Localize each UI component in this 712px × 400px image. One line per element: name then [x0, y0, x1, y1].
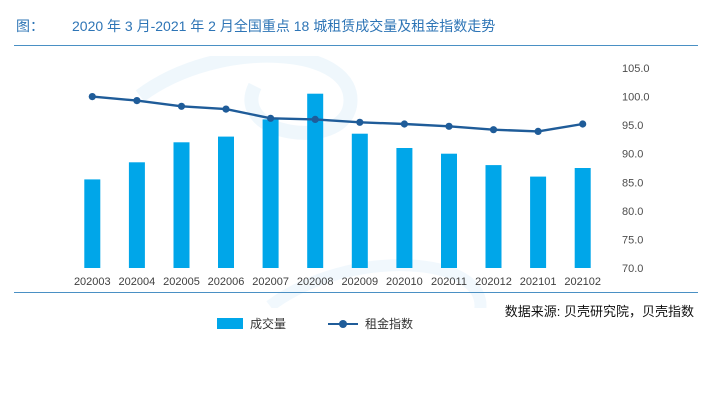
- x-tick-label: 202007: [252, 276, 289, 288]
- x-tick-label: 202011: [431, 276, 467, 288]
- x-tick-label: 202003: [74, 276, 111, 288]
- index-point: [222, 105, 230, 113]
- divider-bottom: [14, 292, 698, 293]
- legend-label-index: 租金指数: [365, 317, 414, 331]
- index-point: [445, 122, 453, 130]
- index-point: [579, 120, 587, 128]
- page-title: 图： 2020 年 3 月-2021 年 2 月全国重点 18 城租赁成交量及租…: [14, 10, 698, 36]
- y-tick-label: 95.0: [622, 120, 643, 132]
- x-tick-label: 202010: [386, 276, 423, 288]
- index-point: [311, 115, 319, 123]
- index-point: [534, 127, 542, 135]
- title-text: 2020 年 3 月-2021 年 2 月全国重点 18 城租赁成交量及租金指数…: [72, 18, 496, 34]
- legend-item-volume: 成交量: [216, 315, 286, 332]
- index-point: [267, 114, 275, 122]
- x-tick-label: 202004: [119, 276, 156, 288]
- legend-label-volume: 成交量: [249, 317, 286, 331]
- x-tick-label: 202006: [208, 276, 245, 288]
- index-point: [356, 118, 364, 126]
- y-tick-label: 100.0: [622, 92, 650, 104]
- bar: [574, 168, 591, 268]
- index-point: [88, 93, 96, 101]
- x-tick-label: 202005: [163, 276, 200, 288]
- y-tick-label: 70.0: [622, 263, 643, 275]
- page: 图： 2020 年 3 月-2021 年 2 月全国重点 18 城租赁成交量及租…: [14, 10, 698, 332]
- bar: [262, 119, 279, 269]
- bar: [441, 153, 457, 268]
- x-tick-label: 202009: [341, 276, 378, 288]
- x-tick-label: 202102: [564, 276, 601, 288]
- y-tick-label: 85.0: [622, 177, 643, 189]
- y-tick-label: 80.0: [622, 206, 643, 218]
- index-point: [177, 102, 186, 110]
- x-tick-label: 202008: [297, 276, 334, 288]
- chart-area: 70.0 75.0 80.0 85.0 90.0 95.0 100.0 105.0 202003…: [20, 56, 698, 332]
- x-tick-label: 202012: [475, 276, 512, 288]
- title-prefix: 图：: [16, 18, 44, 34]
- y-tick-label: 75.0: [622, 234, 643, 246]
- legend: 成交量 租金指数: [20, 315, 700, 332]
- source-text: 数据来源: 贝壳研究院，贝壳指数: [504, 304, 694, 319]
- index-line: [92, 95, 583, 133]
- legend-item-index: 租金指数: [328, 315, 413, 332]
- index-point: [489, 126, 498, 134]
- bar: [173, 142, 190, 268]
- y-tick-label: 90.0: [622, 149, 643, 161]
- bar: [84, 179, 101, 268]
- bar: [128, 162, 145, 268]
- x-tick-label: 202101: [520, 276, 557, 288]
- index-swatch-icon: [328, 318, 358, 329]
- bar: [351, 133, 368, 268]
- volume-swatch-icon: [216, 318, 243, 329]
- combo-chart: 70.0 75.0 80.0 85.0 90.0 95.0 100.0 105.0 202003…: [74, 63, 650, 288]
- index-point: [400, 120, 408, 128]
- divider-top: [14, 45, 698, 46]
- index-point: [133, 97, 141, 105]
- bar: [396, 148, 413, 268]
- footer: 数据来源: 贝壳研究院，贝壳指数: [14, 292, 698, 320]
- bar: [218, 136, 234, 268]
- bar: [307, 93, 324, 268]
- bar: [485, 165, 502, 268]
- y-tick-label: 105.0: [622, 63, 650, 75]
- bar: [530, 176, 547, 268]
